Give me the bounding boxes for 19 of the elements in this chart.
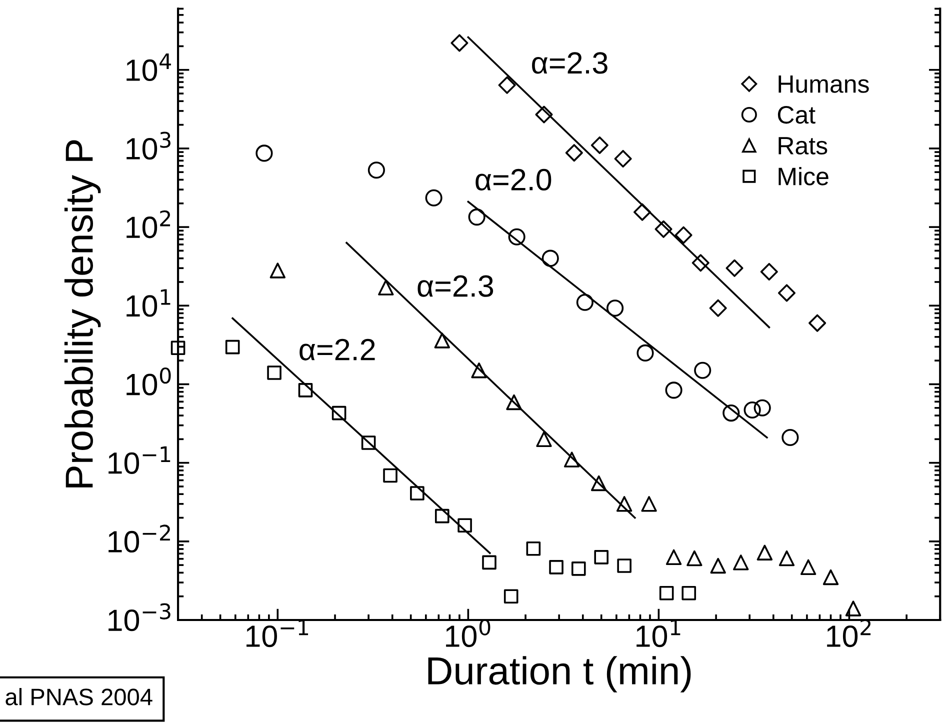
annotation: α=2.3 — [532, 52, 608, 74]
legend-label: Humans — [778, 75, 869, 93]
y-tick-label: 10$^{2}$ — [126, 210, 170, 238]
legend-label: Cat — [778, 106, 816, 124]
y-axis-title: Probability density P — [64, 140, 101, 488]
y-tick-label: 10$^{−3}$ — [108, 603, 170, 632]
y-tick-label: 10$^{0}$ — [126, 367, 171, 396]
y-tick-label: 10$^{4}$ — [126, 53, 171, 82]
x-axis-title: Duration t (min) — [428, 656, 691, 692]
y-tick-label: 10$^{−1}$ — [108, 446, 170, 474]
text: al PNAS 2004 — [6, 688, 152, 706]
legend-label: Mice — [778, 166, 828, 186]
annotation: α=2.0 — [476, 168, 552, 191]
y-tick-label: 10$^{−2}$ — [108, 524, 170, 553]
legend-label: Rats — [778, 137, 828, 155]
y-tick-label: 10$^{3}$ — [126, 132, 170, 160]
annotation: α=2.2 — [300, 338, 375, 360]
annotation: α=2.3 — [418, 275, 494, 297]
y-tick-label: 10$^{1}$ — [126, 289, 170, 317]
